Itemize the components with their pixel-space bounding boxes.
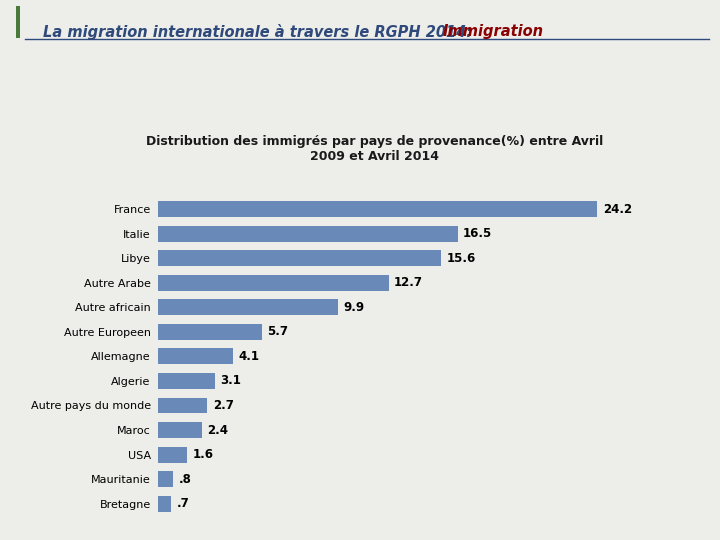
Text: 2.4: 2.4 [207,423,228,436]
Text: 3.1: 3.1 [220,374,241,387]
Bar [158,373,215,389]
Text: 12.7: 12.7 [394,276,423,289]
Bar [158,496,171,512]
Bar [158,250,441,266]
Text: 15.6: 15.6 [446,252,476,265]
Bar [158,422,202,438]
Bar [158,226,458,241]
Bar [158,324,262,340]
Bar [158,348,233,364]
Bar [158,447,187,463]
Bar [158,275,389,291]
Text: .7: .7 [176,497,189,510]
Text: La migration internationale à travers le RGPH 2014:: La migration internationale à travers le… [43,24,477,40]
Text: 5.7: 5.7 [267,326,288,339]
Text: 16.5: 16.5 [463,227,492,240]
Text: 9.9: 9.9 [343,301,364,314]
Bar [158,397,207,414]
Bar [158,471,173,487]
Text: 4.1: 4.1 [238,350,259,363]
Text: Immigration: Immigration [443,24,544,39]
Text: 24.2: 24.2 [603,202,631,215]
Text: 1.6: 1.6 [193,448,214,461]
Bar [158,299,338,315]
Bar [158,201,597,217]
Text: 2.7: 2.7 [213,399,234,412]
Text: Distribution des immigrés par pays de provenance(%) entre Avril
2009 et Avril 20: Distribution des immigrés par pays de pr… [145,135,603,163]
Text: .8: .8 [179,472,192,485]
